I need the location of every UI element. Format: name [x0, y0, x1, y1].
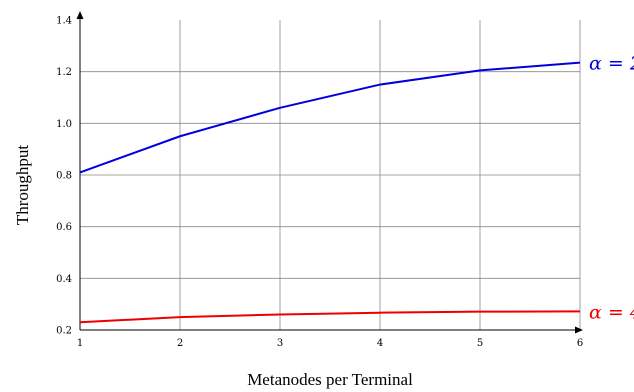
y-axis-title: Throughput	[13, 145, 32, 226]
y-tick-label: 1.0	[56, 119, 72, 130]
y-tick-label: 0.4	[56, 274, 72, 285]
y-axis-arrow	[76, 11, 84, 19]
x-tick-label: 2	[177, 338, 183, 349]
y-tick-label: 1.4	[56, 16, 72, 27]
x-axis-arrow	[575, 326, 583, 334]
x-tick-label: 3	[277, 338, 283, 349]
x-tick-label: 6	[577, 338, 583, 349]
series	[79, 61, 581, 324]
grid	[80, 20, 581, 330]
y-tick-label: 0.8	[56, 171, 72, 182]
series-label-1: α = 4	[589, 301, 634, 323]
x-tick-label: 4	[377, 338, 383, 349]
axes	[76, 11, 583, 334]
tick-labels: 1 2 3 4 5 6 0.2 0.4 0.6 0.8 1.0 1.2 1.4	[56, 16, 583, 350]
series-line-0	[79, 61, 581, 174]
y-tick-label: 1.2	[56, 67, 72, 78]
x-axis-title: Metanodes per Terminal	[247, 370, 413, 389]
series-label-0: α = 2	[589, 53, 634, 75]
series-line-1	[79, 310, 581, 324]
x-tick-label: 5	[477, 338, 483, 349]
x-tick-label: 1	[77, 338, 83, 349]
series-labels: α = 2 α = 4	[589, 53, 634, 324]
y-tick-label: 0.6	[56, 222, 72, 233]
y-tick-label: 0.2	[56, 326, 72, 337]
